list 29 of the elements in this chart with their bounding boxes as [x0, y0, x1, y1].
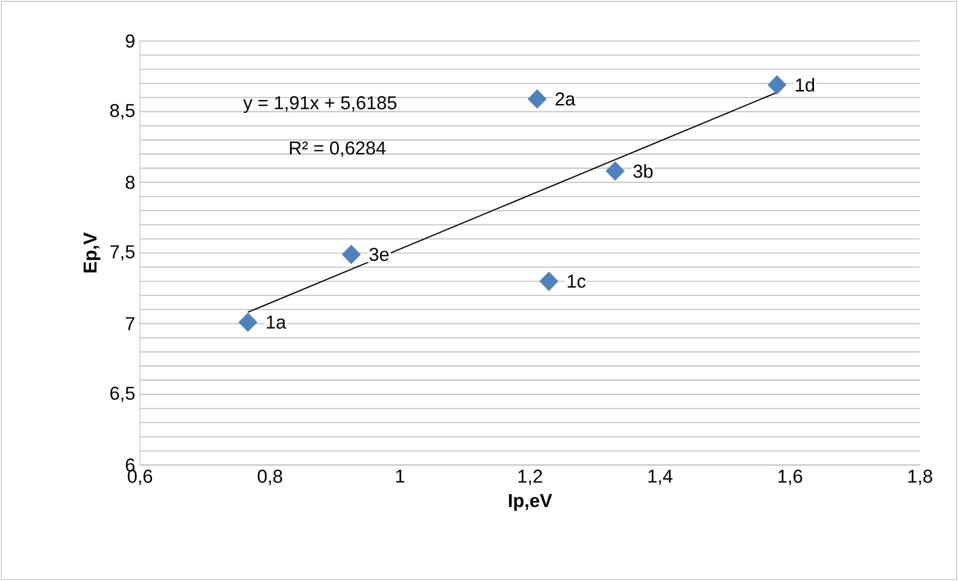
- x-axis-title: Ip,eV: [509, 494, 552, 511]
- y-tick-label: 7,5: [110, 245, 135, 261]
- annotation: 1a: [266, 316, 286, 329]
- point: [540, 272, 558, 291]
- y-tick-label: 8: [126, 176, 135, 189]
- y-tick-label: 8,5: [110, 104, 135, 120]
- y-tick-label: 7: [126, 317, 134, 330]
- point: [606, 161, 624, 181]
- x-tick-label: 1,8: [908, 470, 932, 486]
- y-axis-title: Ep,V: [84, 232, 100, 272]
- y-tick-label: 6,5: [110, 386, 135, 402]
- annotation: 3e: [369, 248, 389, 261]
- point: [528, 89, 546, 109]
- x-tick-label: 1,6: [778, 470, 802, 486]
- annotation: R² = 0,6284: [290, 141, 386, 157]
- x-tick-label: 1,4: [648, 470, 672, 485]
- annotation: 3b: [633, 164, 653, 178]
- annotation: 1c: [568, 274, 586, 288]
- x-tick-label: 0,8: [258, 470, 282, 486]
- annotation: y = 1,91x + 5,6185: [243, 96, 396, 114]
- x-tick-label: 1,2: [518, 470, 542, 486]
- annotation: 1d: [796, 78, 814, 92]
- x-tick-label: 1: [396, 470, 404, 482]
- x-tick-label: 0,6: [128, 470, 152, 486]
- point: [768, 75, 786, 94]
- y-tick-label: 9: [126, 34, 134, 48]
- annotation: 2a: [556, 92, 576, 106]
- point: [342, 244, 361, 264]
- point: [238, 312, 258, 332]
